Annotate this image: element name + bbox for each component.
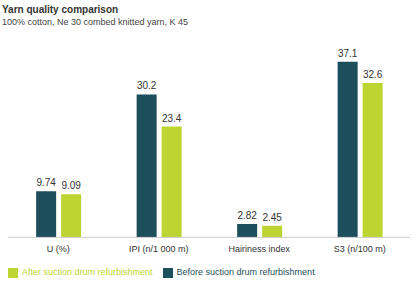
svg-text:30.2: 30.2 bbox=[137, 80, 157, 91]
svg-text:9.09: 9.09 bbox=[61, 180, 81, 191]
html-text:Yarn quality comparison: Yarn quality comparison bbox=[2, 4, 119, 15]
html-text:Before suction drum refurbishm: Before suction drum refurbishment bbox=[176, 267, 315, 278]
svg-text:2.82: 2.82 bbox=[237, 210, 257, 221]
svg-text:9.74: 9.74 bbox=[36, 177, 56, 188]
svg-text:32.6: 32.6 bbox=[363, 69, 383, 80]
html-text:100% cotton, Ne 30 combed knit: 100% cotton, Ne 30 combed knitted yarn, … bbox=[2, 17, 189, 27]
svg-text:23.4: 23.4 bbox=[162, 113, 182, 124]
svg-text:Hairiness index: Hairiness index bbox=[228, 244, 290, 254]
svg-text:IPI (n/1 000 m): IPI (n/1 000 m) bbox=[129, 244, 189, 254]
svg-text:U (%): U (%) bbox=[47, 244, 70, 254]
svg-text:37.1: 37.1 bbox=[338, 48, 358, 59]
svg-text:S3 (n/100 m): S3 (n/100 m) bbox=[334, 244, 386, 254]
html-text:After suction drum refurbishme: After suction drum refurbishment bbox=[22, 267, 153, 278]
svg-text:2.45: 2.45 bbox=[262, 212, 282, 223]
